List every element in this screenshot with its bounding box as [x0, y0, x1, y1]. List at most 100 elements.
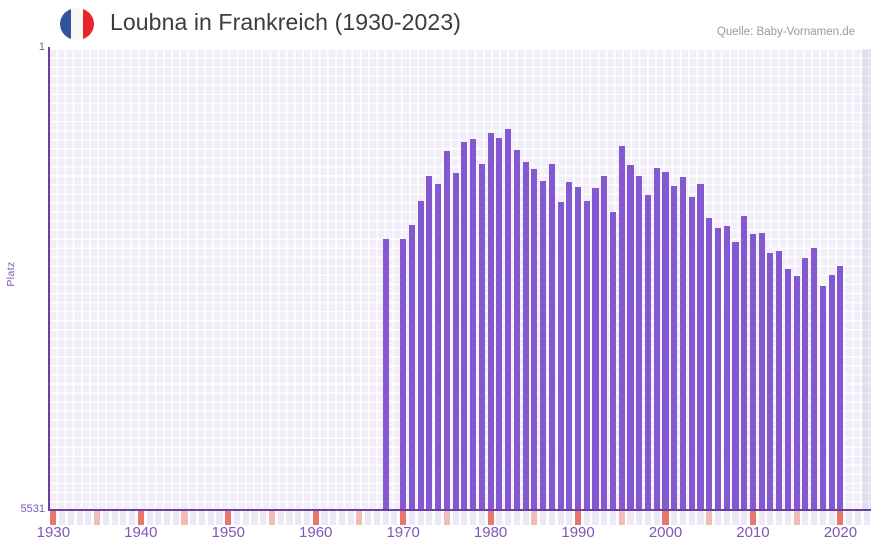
bar-1980[interactable]: [487, 133, 494, 510]
bar-1982[interactable]: [505, 128, 512, 510]
bar-1976[interactable]: [452, 173, 459, 510]
bar-1992[interactable]: [592, 188, 599, 510]
x-tick-1992: [592, 511, 599, 525]
bar-2018[interactable]: [819, 285, 826, 510]
x-tick-1931: [59, 511, 66, 525]
x-tick-1983: [513, 511, 520, 525]
x-axis-label-2010: 2010: [736, 524, 770, 541]
bar-2001[interactable]: [671, 186, 678, 510]
x-tick-1985: [531, 511, 538, 525]
bar-2004[interactable]: [697, 183, 704, 510]
bar-1998[interactable]: [644, 194, 652, 510]
bar-1999[interactable]: [653, 168, 660, 510]
x-tick-2004: [697, 511, 704, 525]
x-tick-1975: [443, 511, 450, 525]
bar-2012[interactable]: [767, 253, 774, 510]
bar-1970[interactable]: [400, 239, 407, 510]
bar-1984[interactable]: [522, 162, 529, 510]
bar-2019[interactable]: [828, 274, 835, 510]
x-tick-1965: [356, 511, 363, 525]
bar-1988[interactable]: [557, 202, 564, 510]
bar-1974[interactable]: [435, 183, 442, 510]
bar-2002[interactable]: [679, 177, 687, 510]
bar-1975[interactable]: [443, 151, 450, 510]
x-tick-1933: [76, 511, 83, 525]
x-tick-1980: [487, 511, 494, 525]
bar-1985[interactable]: [531, 168, 538, 510]
x-tick-2005: [706, 511, 713, 525]
x-tick-2018: [819, 511, 826, 525]
bar-series: [49, 49, 871, 510]
x-tick-1986: [540, 511, 547, 525]
bar-1972[interactable]: [417, 201, 424, 510]
x-axis-label-1960: 1960: [299, 524, 333, 541]
bar-1989[interactable]: [566, 182, 573, 510]
x-tick-1996: [627, 511, 634, 525]
bar-2008[interactable]: [732, 242, 739, 510]
y-axis-top-label: 1: [38, 41, 45, 53]
bar-2010[interactable]: [749, 233, 756, 510]
bar-1983[interactable]: [513, 149, 520, 510]
bar-2000[interactable]: [662, 172, 669, 510]
x-tick-1974: [435, 511, 442, 525]
bar-2007[interactable]: [723, 225, 730, 510]
x-axis-label-1940: 1940: [124, 524, 158, 541]
bar-2016[interactable]: [802, 258, 809, 510]
x-axis-label-1980: 1980: [473, 524, 508, 541]
bar-1971[interactable]: [408, 224, 415, 510]
x-tick-2012: [767, 511, 774, 525]
x-tick-2014: [784, 511, 791, 525]
bar-2005[interactable]: [706, 218, 713, 510]
x-axis-label-2020: 2020: [823, 524, 858, 541]
bar-2003[interactable]: [688, 197, 695, 510]
bar-1997[interactable]: [636, 176, 643, 510]
bar-1991[interactable]: [583, 201, 590, 510]
bar-2014[interactable]: [784, 269, 791, 510]
bar-1979[interactable]: [478, 163, 485, 510]
bar-2017[interactable]: [811, 248, 818, 510]
chart-header: Loubna in Frankreich (1930-2023) Quelle:…: [0, 0, 873, 48]
bar-1973[interactable]: [426, 175, 433, 510]
y-axis-title: Platz: [5, 261, 17, 287]
x-tick-1994: [609, 511, 617, 525]
x-tick-1981: [496, 511, 503, 525]
bar-2011[interactable]: [758, 233, 765, 510]
x-tick-1939: [129, 511, 136, 525]
x-tick-1963: [338, 511, 345, 525]
x-tick-1953: [251, 511, 258, 525]
x-tick-1940: [137, 511, 144, 525]
bar-1977[interactable]: [461, 142, 468, 510]
x-tick-2006: [714, 511, 722, 525]
bar-2013[interactable]: [776, 250, 783, 510]
bar-1993[interactable]: [601, 176, 608, 510]
x-tick-2017: [811, 511, 818, 525]
x-tick-2002: [679, 511, 687, 525]
x-tick-2007: [723, 511, 730, 525]
x-tick-1951: [233, 511, 241, 525]
x-tick-1979: [478, 511, 485, 525]
bar-2009[interactable]: [741, 215, 748, 510]
source-attribution: Quelle: Baby-Vornamen.de: [716, 26, 855, 38]
x-tick-2010: [749, 511, 756, 525]
bar-1987[interactable]: [548, 163, 555, 510]
x-tick-1935: [94, 511, 101, 525]
bar-1986[interactable]: [540, 180, 547, 510]
x-tick-1968: [382, 511, 389, 525]
x-tick-1938: [120, 511, 127, 525]
bar-1968[interactable]: [382, 239, 389, 510]
bar-2006[interactable]: [714, 228, 722, 510]
bar-1996[interactable]: [627, 164, 634, 510]
bar-1990[interactable]: [574, 187, 582, 510]
x-tick-2000: [662, 511, 669, 525]
x-tick-1955: [268, 511, 276, 525]
bar-2020[interactable]: [837, 265, 844, 510]
bar-1994[interactable]: [609, 212, 617, 510]
x-tick-1993: [601, 511, 608, 525]
bar-2015[interactable]: [793, 275, 800, 510]
bar-1978[interactable]: [470, 138, 477, 510]
bar-1995[interactable]: [618, 145, 625, 510]
x-tick-1964: [347, 511, 354, 525]
x-tick-1990: [574, 511, 582, 525]
x-axis-label-1990: 1990: [561, 524, 595, 541]
bar-1981[interactable]: [496, 138, 503, 510]
